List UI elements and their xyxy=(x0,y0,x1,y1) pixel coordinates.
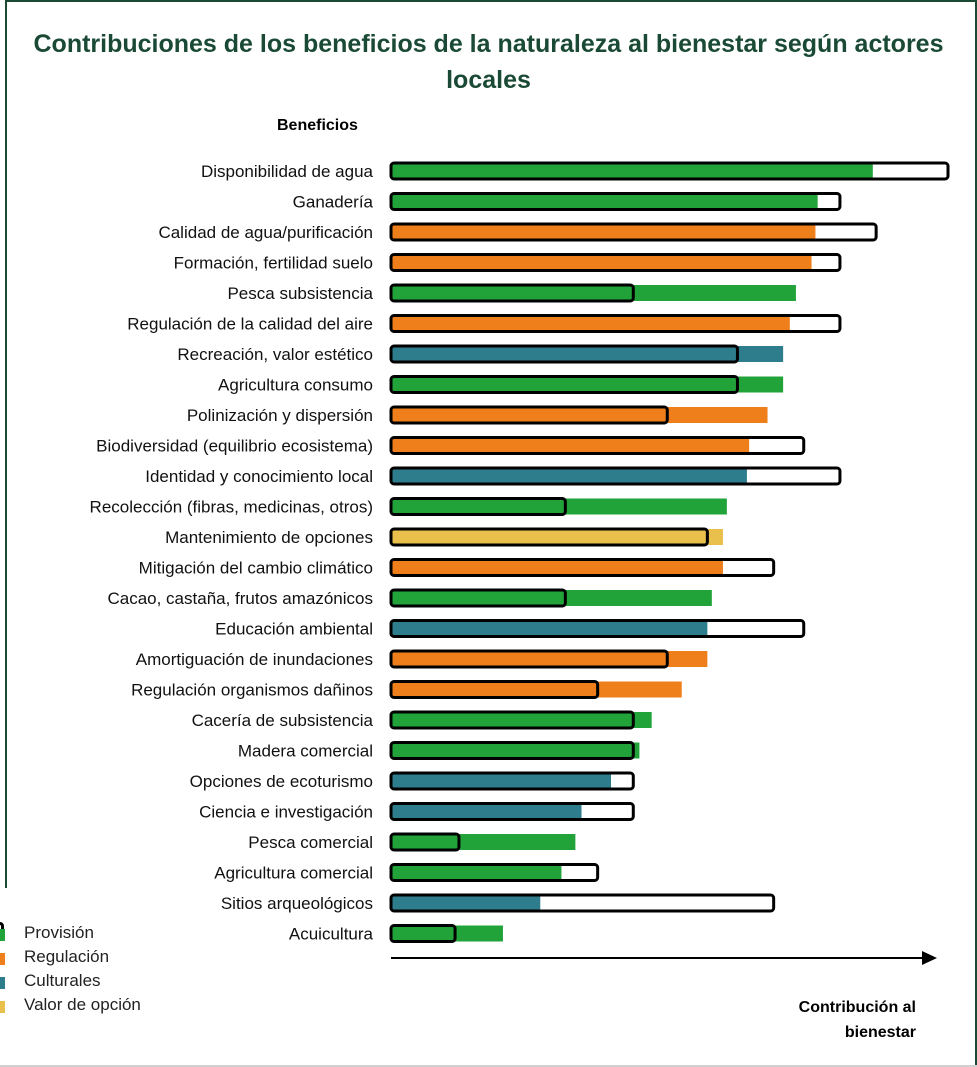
bar-fill xyxy=(391,803,582,820)
bar-outline xyxy=(389,832,461,852)
bar-outline xyxy=(389,527,709,547)
category-label: Recreación, valor estético xyxy=(177,345,373,364)
category-label: Madera comercial xyxy=(238,742,373,761)
category-label: Cacería de subsistencia xyxy=(192,711,374,730)
bar-outline xyxy=(389,466,842,486)
legend-swatch-culturales xyxy=(0,977,5,989)
bar-fill xyxy=(391,193,818,210)
bar-fill xyxy=(391,163,873,179)
bar-outline xyxy=(389,558,776,577)
bar-fill xyxy=(391,773,612,789)
bar-outline xyxy=(389,741,635,760)
legend-label-valor-opcion: Valor de opción xyxy=(24,995,141,1014)
frame-border-bottom xyxy=(0,1065,977,1067)
bar-outline xyxy=(389,893,776,913)
category-label: Acuicultura xyxy=(289,925,374,944)
category-label: Agricultura comercial xyxy=(214,864,373,883)
category-label: Polinización y dispersión xyxy=(187,406,373,425)
bar-fill xyxy=(391,925,503,942)
bar-outline xyxy=(389,649,669,669)
bar-outline xyxy=(389,222,878,242)
bar-fill xyxy=(391,285,796,301)
frame-border-left xyxy=(5,0,7,888)
bar-fill xyxy=(391,407,768,423)
category-axis-label: Beneficios xyxy=(277,117,358,134)
bar-outline xyxy=(389,253,842,272)
frame-border-top xyxy=(5,0,977,2)
value-axis-label: Contribución al bienestar xyxy=(798,999,916,1041)
category-label: Opciones de ecoturismo xyxy=(190,772,373,791)
category-label: Sitios arqueológicos xyxy=(221,894,373,913)
bar-fill xyxy=(391,590,712,606)
category-label: Ganadería xyxy=(293,193,374,212)
bar-outline xyxy=(389,863,600,882)
category-label: Agricultura consumo xyxy=(218,376,373,395)
bar-outline xyxy=(389,161,950,181)
category-label: Mitigación del cambio climático xyxy=(139,559,373,578)
bar-outline xyxy=(389,710,635,730)
axis-arrow-icon xyxy=(922,951,937,965)
legend-label-provision: Provisión xyxy=(24,923,94,942)
bar-outline xyxy=(389,314,842,333)
category-label: Identidad y conocimiento local xyxy=(145,467,373,486)
bar-fill xyxy=(391,437,750,454)
bar-fill xyxy=(391,681,682,698)
bar-outline xyxy=(389,802,635,821)
bar-outline xyxy=(389,497,567,516)
bar-fill xyxy=(391,651,708,667)
category-label: Calidad de agua/purificación xyxy=(158,223,373,242)
bar-outline xyxy=(389,924,457,943)
legend-swatch-provision xyxy=(0,929,5,941)
bar-fill xyxy=(391,498,727,515)
frame-border-right xyxy=(975,0,977,1067)
category-label: Educación ambiental xyxy=(215,620,373,639)
bar-outline xyxy=(389,344,739,364)
bar-fill xyxy=(391,895,541,911)
category-label: Pesca subsistencia xyxy=(227,284,373,303)
chart-title: Contribuciones de los beneficios de la n… xyxy=(33,30,944,94)
category-label: Formación, fertilidad suelo xyxy=(174,254,373,273)
category-label: Regulación organismos dañinos xyxy=(131,681,373,700)
legend-label-regulacion: Regulación xyxy=(24,947,110,966)
bar-fill xyxy=(391,529,723,545)
bar-outline xyxy=(389,375,739,394)
legend-swatch-valor-opcion xyxy=(0,1001,5,1013)
bar-outline xyxy=(389,283,635,303)
bar-outline xyxy=(389,405,669,425)
category-label: Mantenimiento de opciones xyxy=(165,528,373,547)
legend-swatch-regulacion xyxy=(0,953,5,965)
category-label: Disponibilidad de agua xyxy=(201,162,374,181)
bar-outline xyxy=(389,588,567,608)
bar-fill xyxy=(391,834,576,850)
bar-outline xyxy=(389,680,600,699)
category-label: Biodiversidad (equilibrio ecosistema) xyxy=(96,437,373,456)
bar-fill xyxy=(391,468,747,484)
category-label: Amortiguación de inundaciones xyxy=(136,650,373,669)
bar-outline xyxy=(389,436,806,455)
category-label: Regulación de la calidad del aire xyxy=(127,315,373,334)
bar-fill xyxy=(391,864,562,881)
bar-outline xyxy=(389,192,842,211)
bar-fill xyxy=(391,346,784,362)
bar-fill xyxy=(391,315,790,332)
category-label: Recolección (fibras, medicinas, otros) xyxy=(90,498,373,517)
bar-fill xyxy=(391,712,652,728)
category-label: Cacao, castaña, frutos amazónicos xyxy=(107,589,373,608)
bar-fill xyxy=(391,620,708,637)
bar-outline xyxy=(389,619,806,638)
bar-fill xyxy=(391,224,816,240)
category-label: Ciencia e investigación xyxy=(199,803,373,822)
bar-fill xyxy=(391,742,640,759)
legend-label-culturales: Culturales xyxy=(24,971,101,990)
bar-fill xyxy=(391,376,784,393)
category-label: Pesca comercial xyxy=(248,833,373,852)
bar-fill xyxy=(391,254,812,271)
bar-fill xyxy=(391,559,723,576)
bar-outline xyxy=(389,771,635,791)
